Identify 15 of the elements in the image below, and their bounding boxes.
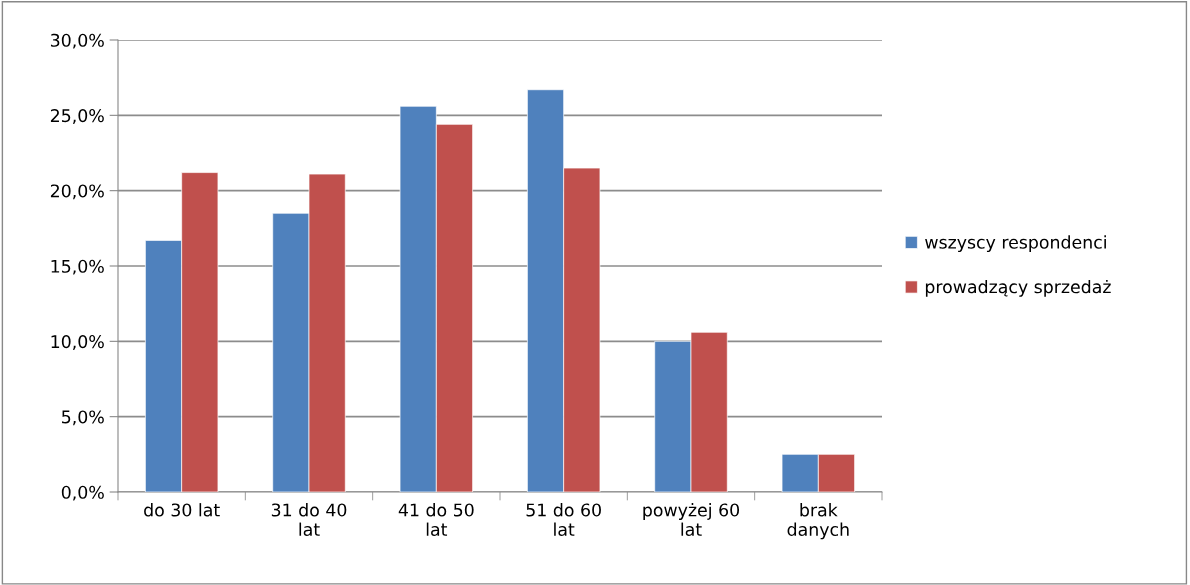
legend-label: prowadzący sprzedaż — [925, 279, 1111, 297]
y-tick-label: 10,0% — [51, 335, 104, 350]
legend-label: wszyscy respondenci — [925, 235, 1106, 253]
x-tick-label: do 30 lat — [144, 503, 220, 517]
y-tick-label: 25,0% — [50, 109, 104, 124]
y-tick-label: 20,0% — [50, 184, 104, 200]
x-tick-label: 31 do 40 lat — [271, 503, 347, 536]
y-tick-label: 15,0% — [51, 259, 104, 275]
y-tick-label: 30,0% — [50, 33, 104, 49]
x-tick-label: brak danych — [787, 503, 849, 540]
y-tick-label: 5,0% — [62, 410, 104, 426]
x-tick-label: 41 do 50 lat — [398, 503, 474, 536]
y-tick-label: 0,0% — [61, 485, 104, 501]
x-tick-label: powyżej 60 lat — [643, 503, 740, 536]
x-tick-label: 51 do 60 lat — [526, 503, 601, 536]
